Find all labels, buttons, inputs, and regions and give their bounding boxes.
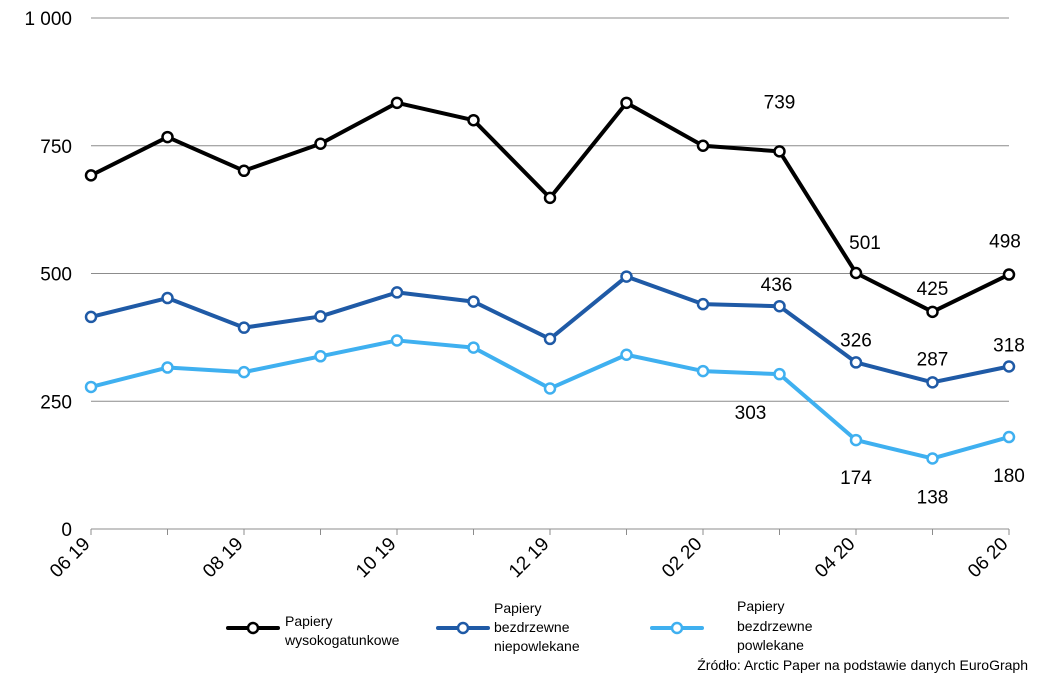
data-point: [926, 376, 939, 389]
legend-label: Papiery: [285, 613, 332, 629]
data-point: [314, 310, 327, 323]
data-point: [237, 164, 251, 178]
y-tick-label: 500: [40, 265, 72, 286]
data-label: 436: [761, 275, 793, 296]
legend-item-2: Papiery bezdrzewne niepowlekane: [436, 600, 580, 654]
x-tick-label: 12 19: [505, 534, 553, 582]
data-label: 138: [917, 487, 949, 508]
legend-label: niepowlekane: [494, 638, 580, 654]
legend-label: Papiery: [737, 598, 784, 614]
data-point: [314, 350, 327, 363]
data-point: [849, 433, 863, 447]
data-point: [849, 356, 863, 369]
data-point: [161, 130, 174, 144]
data-point: [314, 137, 327, 150]
data-label: 498: [989, 232, 1021, 253]
data-point: [390, 286, 404, 299]
legend-label: bezdrzewne: [737, 618, 813, 634]
data-label: 287: [917, 349, 949, 370]
data-point: [390, 96, 404, 110]
data-point: [390, 334, 404, 347]
series-line-3: [89, 338, 1011, 461]
data-point: [773, 145, 786, 158]
data-point: [84, 310, 98, 324]
x-axis: 06 19 08 19 10 19 12 19 02 20 04 20 06 20: [46, 528, 1013, 582]
data-point: [696, 139, 710, 152]
data-label: 180: [993, 466, 1025, 487]
data-point: [161, 361, 174, 374]
data-point: [620, 348, 633, 361]
data-point: [543, 332, 557, 346]
data-point: [237, 365, 251, 379]
y-tick-label: 1 000: [24, 9, 72, 30]
data-point: [467, 341, 480, 354]
legend-label: Papiery: [494, 600, 541, 616]
legend-swatch-marker: [670, 621, 684, 635]
legend-item-3: Papiery bezdrzewne powlekane: [650, 598, 813, 653]
data-point: [543, 191, 557, 205]
data-point: [84, 169, 98, 182]
data-label: 501: [849, 233, 881, 254]
data-label: 739: [764, 92, 796, 113]
data-point: [543, 382, 557, 395]
legend-label: powlekane: [737, 637, 804, 653]
data-point: [696, 364, 710, 378]
data-point: [467, 113, 480, 127]
y-tick-label: 250: [40, 392, 72, 413]
x-tick-label: 08 19: [199, 534, 247, 582]
data-point: [696, 297, 710, 311]
data-point: [620, 96, 633, 110]
data-labels: 739 501 425 498 436 326 287 318 303 174 138 180: [735, 92, 1025, 508]
x-tick-label: 04 20: [811, 534, 859, 582]
legend: Papiery wysokogatunkowe Papiery bezdrzewne n…: [226, 598, 813, 654]
legend-swatch-marker: [456, 621, 470, 635]
data-point: [773, 367, 786, 381]
source-note: Źródło: Arctic Paper na podstawie danych…: [697, 657, 1028, 673]
data-point: [237, 321, 251, 334]
y-tick-label: 750: [40, 137, 72, 158]
legend-label: wysokogatunkowe: [284, 632, 400, 648]
series-line-1: [89, 100, 1011, 314]
chart-series: [84, 96, 1016, 465]
legend-item-1: Papiery wysokogatunkowe: [226, 613, 400, 648]
data-point: [620, 270, 633, 283]
data-point: [467, 295, 480, 308]
x-tick-label: 06 20: [964, 534, 1012, 582]
data-point: [84, 380, 98, 394]
data-point: [161, 291, 174, 305]
data-point: [849, 266, 863, 280]
data-point: [1002, 268, 1016, 281]
data-label: 318: [993, 336, 1025, 357]
y-tick-label: 0: [61, 520, 72, 541]
data-point: [926, 305, 939, 319]
data-point: [1002, 430, 1016, 444]
legend-swatch-marker: [246, 621, 260, 635]
data-label: 174: [840, 468, 872, 489]
data-label: 425: [917, 279, 949, 300]
data-point: [1002, 360, 1016, 373]
data-point: [773, 299, 786, 313]
y-axis-tick-labels: 0 250 500 750 1 000: [24, 9, 72, 541]
legend-label: bezdrzewne: [494, 619, 570, 635]
data-label: 303: [735, 403, 767, 424]
x-tick-label: 02 20: [658, 534, 706, 582]
data-label: 326: [840, 330, 872, 351]
x-tick-label: 10 19: [352, 534, 400, 582]
data-point: [926, 452, 939, 465]
